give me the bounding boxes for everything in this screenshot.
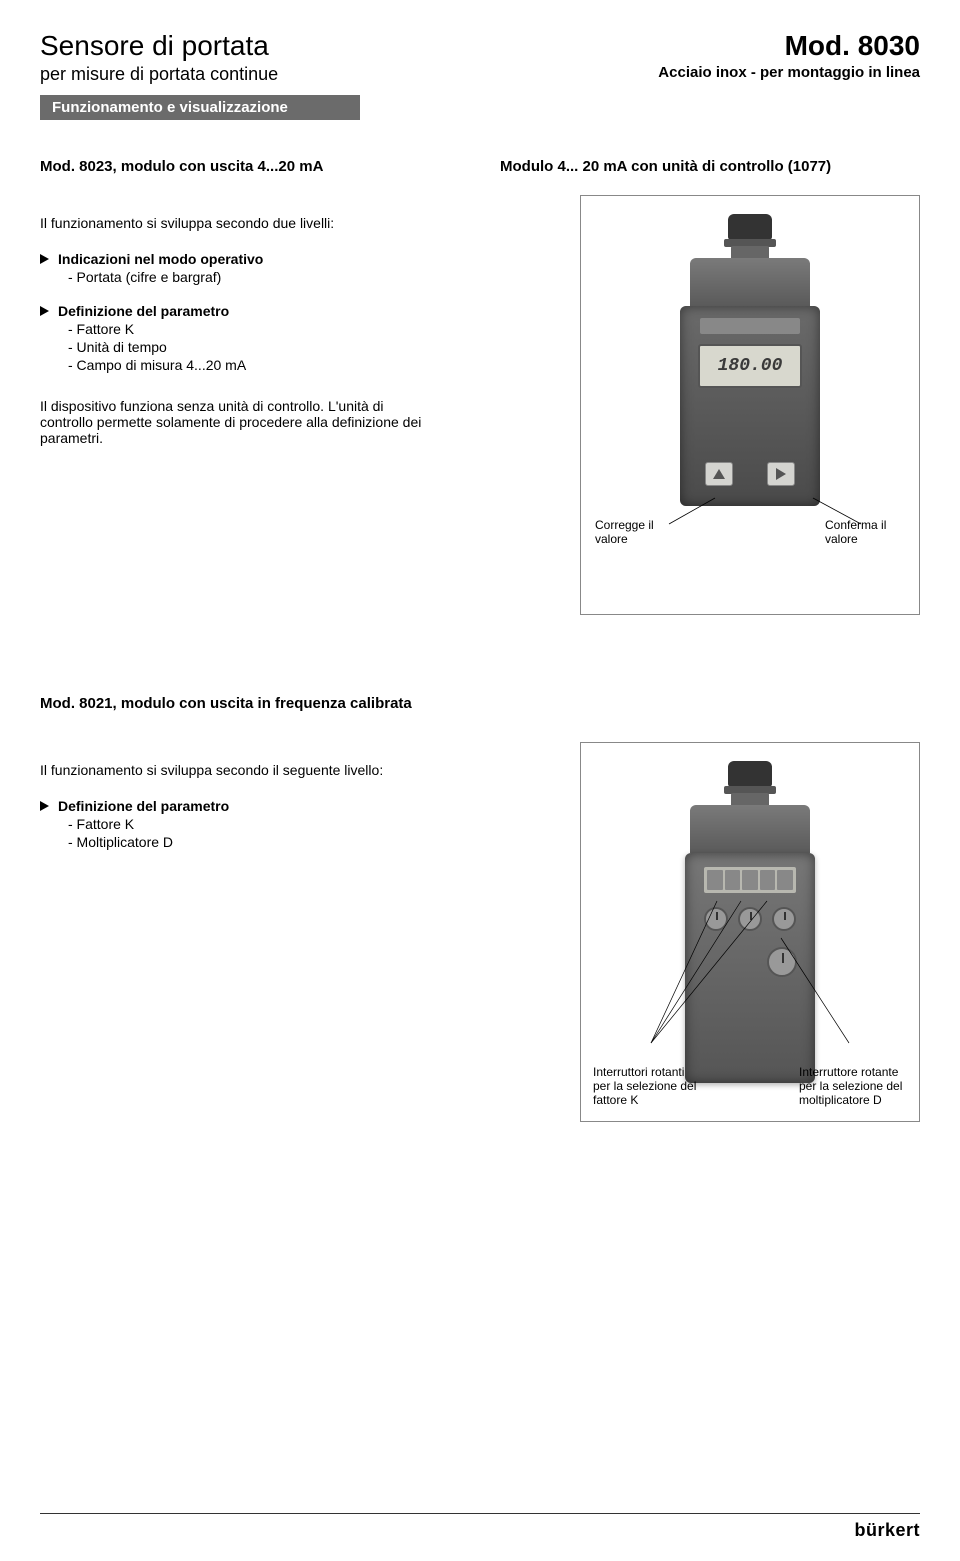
rotary-switch-d-icon <box>767 947 797 977</box>
page-header: Sensore di portata per misure di portata… <box>40 30 920 150</box>
section-2: Mod. 8021, modulo con uscita in frequenz… <box>40 695 920 1122</box>
bullet-item: - Fattore K <box>40 321 540 337</box>
bullet-item: - Fattore K <box>40 816 540 832</box>
rotary-switches-k <box>704 907 796 931</box>
title: Sensore di portata <box>40 30 278 62</box>
mod-heading-2: Mod. 8021, modulo con uscita in frequenz… <box>40 695 920 712</box>
model-subtitle: Acciaio inox - per montaggio in linea <box>658 64 920 81</box>
mod-heading-right: Modulo 4... 20 mA con unità di controllo… <box>500 158 920 175</box>
label-confirm: Conferma il valore <box>825 518 905 546</box>
section-1-text: Il funzionamento si sviluppa secondo due… <box>40 195 540 615</box>
rotary-switch-icon <box>738 907 762 931</box>
section-1: Il funzionamento si sviluppa secondo due… <box>40 195 920 615</box>
device-illustration-1: 180.00 Corregge il valore Conferma il va… <box>580 195 920 615</box>
model-title: Mod. 8030 <box>658 30 920 62</box>
paragraph: Il dispositivo funziona senza unità di c… <box>40 398 440 446</box>
device-illustration-2: Interruttori rotanti per la selezione de… <box>580 742 920 1122</box>
bullet-item: - Campo di misura 4...20 mA <box>40 357 540 373</box>
bullet-head: Definizione del parametro <box>40 303 540 319</box>
device-body: 180.00 <box>680 306 820 506</box>
rotary-switch-icon <box>704 907 728 931</box>
intro-text: Il funzionamento si sviluppa secondo due… <box>40 215 540 231</box>
module-heading-row: Mod. 8023, modulo con uscita 4...20 mA M… <box>40 158 920 175</box>
cable-gland-icon <box>724 761 776 807</box>
bullet-group-1: Indicazioni nel modo operativo - Portata… <box>40 251 540 285</box>
page-footer: bürkert <box>40 1513 920 1541</box>
label-rotary-k: Interruttori rotanti per la selezione de… <box>593 1065 703 1107</box>
device-head <box>690 805 810 853</box>
device-display: 180.00 <box>698 344 802 388</box>
bullet-group-3: Definizione del parametro - Fattore K - … <box>40 798 540 850</box>
brand-logo: bürkert <box>854 1520 920 1541</box>
rotary-switch-icon <box>772 907 796 931</box>
button-up-icon <box>705 462 733 486</box>
cable-gland-icon <box>724 214 776 260</box>
device-body-2 <box>685 853 815 1083</box>
bullet-item: - Moltiplicatore D <box>40 834 540 850</box>
bullet-group-2: Definizione del parametro - Fattore K - … <box>40 303 540 373</box>
bullet-item: - Unità di tempo <box>40 339 540 355</box>
mod-heading-left: Mod. 8023, modulo con uscita 4...20 mA <box>40 158 460 175</box>
device-labels: Corregge il valore Conferma il valore <box>595 518 905 546</box>
bullet-head: Definizione del parametro <box>40 798 540 814</box>
bullet-item: - Portata (cifre e bargraf) <box>40 269 540 285</box>
device-head <box>690 258 810 306</box>
label-correct: Corregge il valore <box>595 518 665 546</box>
label-rotary-d: Interruttore rotante per la selezione de… <box>799 1065 909 1107</box>
subtitle: per misure di portata continue <box>40 64 278 85</box>
terminal-block-icon <box>704 867 796 893</box>
device-indicator-strip <box>700 318 800 334</box>
bullet-head: Indicazioni nel modo operativo <box>40 251 540 267</box>
section-bar: Funzionamento e visualizzazione <box>40 95 360 120</box>
section-2-text: Il funzionamento si sviluppa secondo il … <box>40 742 540 1122</box>
button-right-icon <box>767 462 795 486</box>
intro-text-2: Il funzionamento si sviluppa secondo il … <box>40 762 540 778</box>
